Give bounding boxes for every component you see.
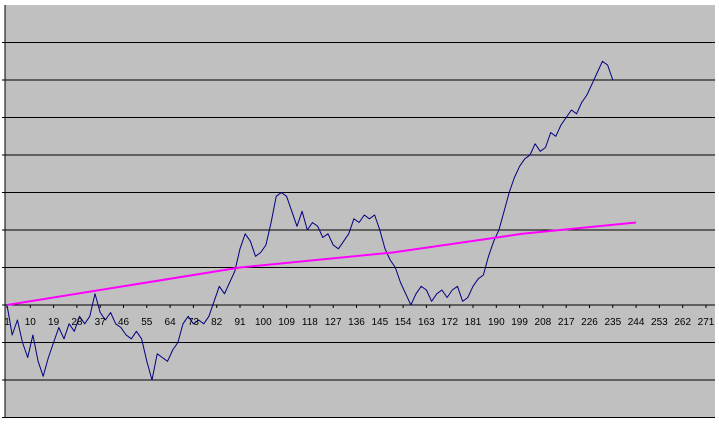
- x-tick-label: 1: [4, 317, 10, 328]
- x-tick-label: 244: [628, 317, 645, 328]
- x-tick-label: 199: [511, 317, 528, 328]
- x-tick-label: 118: [302, 317, 318, 328]
- x-tick-label: 46: [118, 317, 130, 328]
- x-tick-label: 10: [25, 317, 37, 328]
- x-tick-label: 190: [488, 317, 505, 328]
- gridlines: [5, 42, 715, 418]
- x-tick-label: 28: [71, 317, 83, 328]
- x-tick-label: 64: [165, 317, 177, 328]
- series: [6, 60, 637, 381]
- x-tick-label: 226: [581, 317, 598, 328]
- series-line-price: [6, 60, 614, 381]
- x-tick-label: 163: [418, 317, 435, 328]
- x-tick-label: 91: [234, 317, 246, 328]
- x-tick-label: 100: [255, 317, 272, 328]
- x-tick-label: 73: [188, 317, 200, 328]
- x-tick-label: 181: [465, 317, 482, 328]
- x-tick-label: 217: [558, 317, 575, 328]
- x-tick-label: 235: [604, 317, 621, 328]
- x-tick-label: 109: [278, 317, 295, 328]
- x-tick-label: 145: [371, 317, 388, 328]
- x-tick-label: 37: [95, 317, 107, 328]
- x-tick-label: 82: [211, 317, 223, 328]
- series-line-trend: [6, 221, 637, 306]
- x-tick-label: 271: [698, 317, 715, 328]
- x-tick-label: 262: [674, 317, 691, 328]
- x-tick-label: 19: [48, 317, 60, 328]
- x-tick-label: 253: [651, 317, 668, 328]
- x-tick-label: 154: [395, 317, 412, 328]
- x-tick-label: 136: [348, 317, 365, 328]
- axes: [2, 5, 715, 418]
- x-tick-label: 55: [141, 317, 153, 328]
- x-tick-label: 172: [441, 317, 458, 328]
- x-tick-label: 127: [325, 317, 342, 328]
- x-tick-label: 208: [535, 317, 552, 328]
- x-axis-tick-labels: 1 10 19 28 37 46 55 64 73 82 91 100 109 118 127 136 145 1…: [4, 317, 715, 328]
